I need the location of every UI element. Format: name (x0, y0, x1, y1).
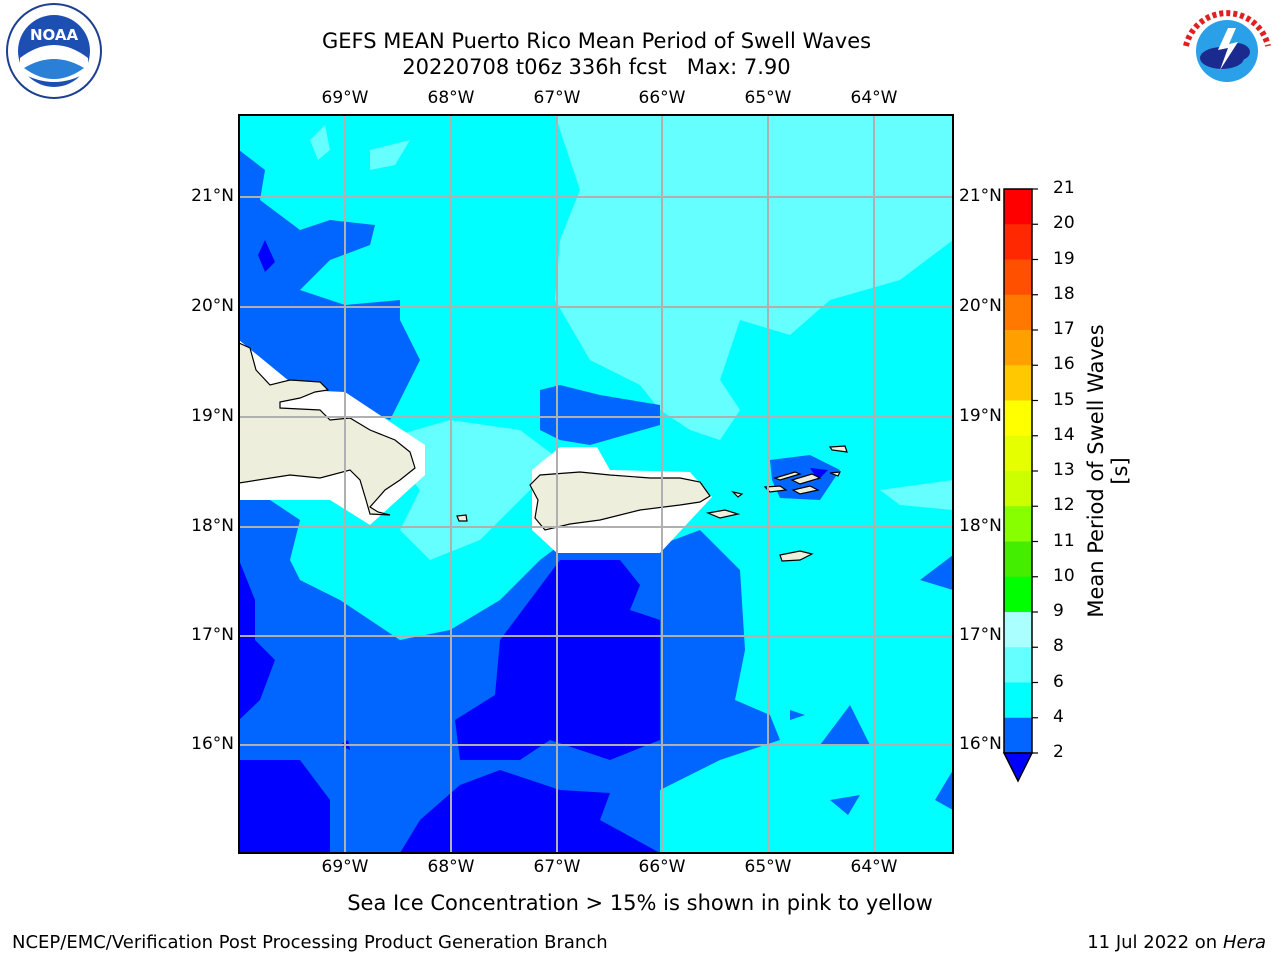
lon-label-top-64w: 64°W (850, 88, 898, 108)
lat-label-left-17n: 17°N (191, 625, 234, 645)
lon-label-top-65w: 65°W (744, 88, 792, 108)
colorbar-tick-label: 6 (1053, 671, 1064, 692)
field-band-2-4-south (239, 560, 660, 853)
colorbar-label: Mean Period of Swell Waves [s] (1084, 324, 1132, 618)
chart-subtitle: 20220708 t06z 336h fcst Max: 7.90 (402, 55, 791, 79)
lat-label-left-16n: 16°N (191, 734, 234, 754)
colorbar-tick-label: 18 (1053, 283, 1075, 304)
colorbar-overlay (1002, 188, 1038, 783)
lon-label-bottom-66w: 66°W (638, 857, 686, 877)
lat-label-left-19n: 19°N (191, 406, 234, 426)
lon-label-bottom-69w: 69°W (321, 857, 369, 877)
field-band-8-9-small (310, 125, 953, 510)
lon-label-bottom-64w: 64°W (850, 857, 898, 877)
colorbar-tick-label: 14 (1053, 424, 1075, 445)
colorbar-tick-label: 16 (1053, 354, 1075, 375)
colorbar-tick-label: 15 (1053, 389, 1075, 410)
colorbar-segment (1004, 682, 1032, 719)
field-band-4-6-west (239, 150, 420, 420)
colorbar-segment (1004, 259, 1032, 296)
lon-label-bottom-67w: 67°W (533, 857, 581, 877)
lat-label-right-21n: 21°N (959, 186, 1002, 206)
colorbar-tick-label: 9 (1053, 601, 1064, 621)
lat-label-right-20n: 20°N (959, 296, 1002, 316)
lat-label-right-17n: 17°N (959, 625, 1002, 645)
colorbar-segment (1004, 576, 1032, 613)
noaa-logo-icon: NOAA (6, 3, 102, 99)
colorbar-tick-label: 21 (1053, 178, 1075, 198)
field-band-4-6-east (790, 555, 953, 815)
colorbar-tick-label: 4 (1053, 706, 1064, 727)
noaa-logo-text: NOAA (30, 26, 79, 44)
map-gridlines (239, 115, 953, 853)
colorbar-tick-label: 12 (1053, 495, 1075, 516)
colorbar-extension (1002, 752, 1034, 783)
colorbar-segment (1004, 435, 1032, 472)
colorbar-segment (1004, 471, 1032, 507)
colorbar-tick-label: 11 (1053, 530, 1075, 551)
lon-label-top-67w: 67°W (533, 88, 581, 108)
colorbar-segment (1004, 717, 1032, 754)
colorbar-tick-label: 20 (1053, 213, 1075, 234)
colorbar-segment (1004, 400, 1032, 437)
colorbar-tick-label: 2 (1053, 742, 1064, 762)
lon-label-top-69w: 69°W (321, 88, 369, 108)
lon-label-bottom-68w: 68°W (427, 857, 475, 877)
hispaniola-land (239, 342, 416, 516)
colorbar-tick-label: 8 (1053, 636, 1064, 657)
colorbar-segment (1004, 330, 1032, 366)
sea-ice-note: Sea Ice Concentration > 15% is shown in … (347, 891, 933, 915)
lon-label-bottom-65w: 65°W (744, 857, 792, 877)
lat-label-right-19n: 19°N (959, 406, 1002, 426)
lon-label-top-66w: 66°W (638, 88, 686, 108)
colorbar-segment (1004, 224, 1032, 260)
footer-host: Hera (1222, 932, 1266, 953)
colorbar-segment (1004, 612, 1032, 648)
lat-label-right-16n: 16°N (959, 734, 1002, 754)
lat-label-left-18n: 18°N (191, 516, 234, 536)
lat-label-left-20n: 20°N (191, 296, 234, 316)
footer-date-text: 11 Jul 2022 on (1087, 932, 1223, 953)
small-islands (456, 445, 848, 562)
lat-label-right-18n: 18°N (959, 516, 1002, 536)
colorbar-segment (1004, 365, 1032, 401)
colorbar-segment (1004, 506, 1032, 542)
colorbar-tick-label: 10 (1053, 565, 1075, 586)
lat-label-left-21n: 21°N (191, 186, 234, 206)
field-band-4-6-north-island (540, 385, 840, 500)
colorbar-segment (1004, 647, 1032, 683)
colorbar-tick-label: 19 (1053, 248, 1075, 269)
colorbar-segment (1004, 294, 1032, 331)
colorbar-segment (1004, 541, 1032, 578)
colorbar-segment (1004, 189, 1032, 225)
colorbar-tick-label: 13 (1053, 460, 1075, 480)
swell-period-field (239, 115, 953, 853)
nws-logo-icon (1181, 5, 1273, 97)
nws-logo (1176, 2, 1278, 100)
map-frame (238, 114, 954, 854)
colorbar-tick-label: 17 (1053, 319, 1075, 339)
lon-label-top-68w: 68°W (427, 88, 475, 108)
footer-credit: NCEP/EMC/Verification Post Processing Pr… (12, 932, 608, 953)
footer-date: 11 Jul 2022 on Hera (1087, 932, 1266, 953)
chart-title: GEFS MEAN Puerto Rico Mean Period of Swe… (321, 29, 872, 53)
noaa-logo: NOAA (2, 2, 106, 100)
